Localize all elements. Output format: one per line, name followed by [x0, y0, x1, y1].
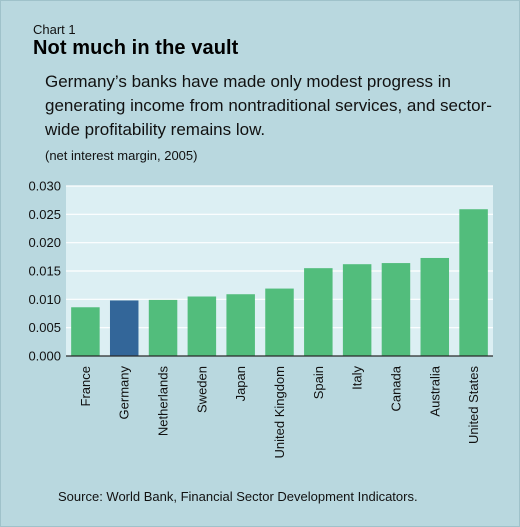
x-tick-label: Netherlands [156, 366, 171, 437]
chart-number: Chart 1 [33, 22, 76, 37]
chart-title: Not much in the vault [33, 37, 239, 59]
x-tick-label: Australia [427, 365, 442, 416]
x-tick-label: United Kingdom [272, 366, 287, 459]
x-tick-label: Japan [233, 366, 248, 401]
x-tick-label: Canada [388, 365, 403, 411]
x-tick-label: France [78, 366, 93, 406]
bar-germany [109, 300, 139, 356]
bar-united-states [459, 209, 488, 356]
y-tick-label: 0.015 [28, 264, 61, 279]
bar-france [71, 307, 100, 356]
y-tick-label: 0.005 [28, 320, 61, 335]
bar-canada [381, 263, 411, 356]
bar-spain [304, 268, 333, 356]
x-tick-label: United States [466, 366, 481, 445]
chart-source: Source: World Bank, Financial Sector Dev… [58, 489, 418, 504]
y-tick-label: 0.010 [28, 292, 61, 307]
bar-italy [342, 264, 372, 356]
y-tick-label: 0.000 [28, 349, 61, 364]
x-tick-label: Italy [350, 366, 365, 390]
y-tick-label: 0.020 [28, 235, 61, 250]
x-tick-label: Germany [117, 366, 132, 420]
y-tick-label: 0.030 [28, 179, 61, 194]
bar-japan [226, 294, 255, 356]
bar-united-kingdom [265, 288, 294, 356]
bar-australia [420, 257, 450, 356]
chart-subtitle: Germany’s banks have made only modest pr… [45, 72, 492, 139]
bar-sweden [187, 296, 217, 356]
y-tick-label: 0.025 [28, 207, 61, 222]
bar-netherlands [148, 299, 178, 356]
x-tick-label: Spain [311, 366, 326, 399]
x-tick-label: Sweden [194, 366, 209, 413]
chart-units-note: (net interest margin, 2005) [45, 148, 198, 163]
